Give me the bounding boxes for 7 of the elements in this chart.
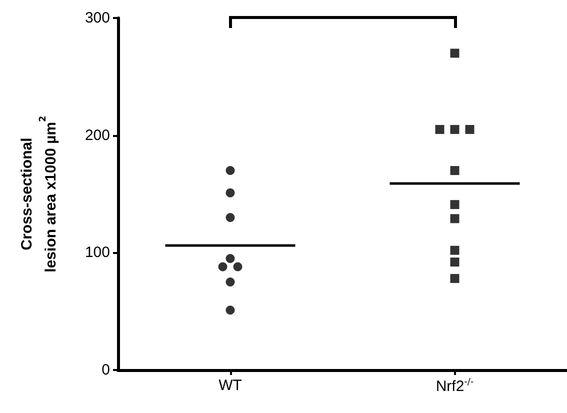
y-tick-label: 100: [84, 244, 110, 262]
y-tick-label: 0: [102, 362, 110, 378]
y-axis-title: Cross-sectional lesion area x1000 µm2: [18, 116, 60, 272]
y-tick-label: 200: [84, 126, 110, 144]
x-tick-label: WT: [218, 377, 242, 394]
x-tick-label: Nrf2-/-: [436, 378, 474, 395]
y-tick-label: 300: [84, 10, 110, 26]
